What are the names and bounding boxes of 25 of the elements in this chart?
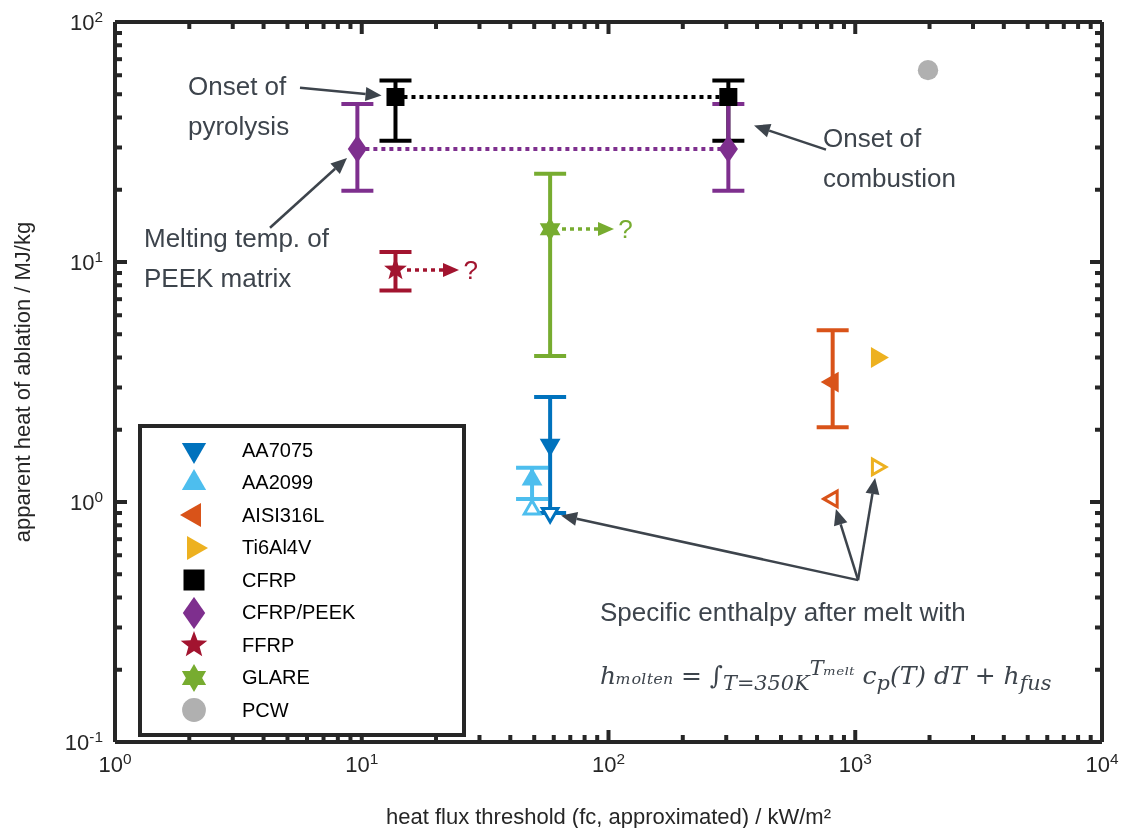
legend-label: CFRP <box>242 568 297 592</box>
x-tick-label: 10$^{2}$ <box>591 749 626 777</box>
legend-label: AA7075 <box>242 438 314 462</box>
annotation: ? <box>618 213 633 246</box>
legend-label: Ti6Al4V <box>242 536 312 560</box>
annotation: Specific enthalpy after melt with <box>600 596 967 629</box>
y-axis-title: apparent heat of ablation / MJ/kg <box>10 221 35 543</box>
legend-label: AISI316L <box>242 503 325 527</box>
annotation: Melting temp. of PEEK matrix <box>144 222 330 295</box>
x-tick-label: 10$^{4}$ <box>1085 749 1119 777</box>
legend-label: AA2099 <box>242 471 314 495</box>
legend-label: PCW <box>242 698 289 722</box>
y-tick-label: 10$^{2}$ <box>69 7 103 35</box>
annotation: hₘₒₗₜₑₙ = ∫$_{T=350K}$$^{Tₘₑₗₜ}$ c$_{p}$(T) dT + h$_{fus}$ <box>600 655 1053 698</box>
x-tick-label: 10$^{1}$ <box>345 749 379 777</box>
legend-label: FFRP <box>242 633 295 657</box>
annotation: Onset of pyrolysis <box>188 70 291 143</box>
annotation: ? <box>463 253 478 286</box>
legend-label: CFRP/PEEK <box>242 601 356 625</box>
x-axis-title: heat flux threshold (fc, approximated) / kW/m² <box>385 804 832 829</box>
legend-label: GLARE <box>242 666 310 690</box>
y-tick-label: 10$^{0}$ <box>69 487 103 515</box>
annotation: Onset of combustion <box>823 122 957 195</box>
y-tick-label: 10$^{1}$ <box>69 247 103 275</box>
x-tick-label: 10$^{3}$ <box>838 749 872 777</box>
